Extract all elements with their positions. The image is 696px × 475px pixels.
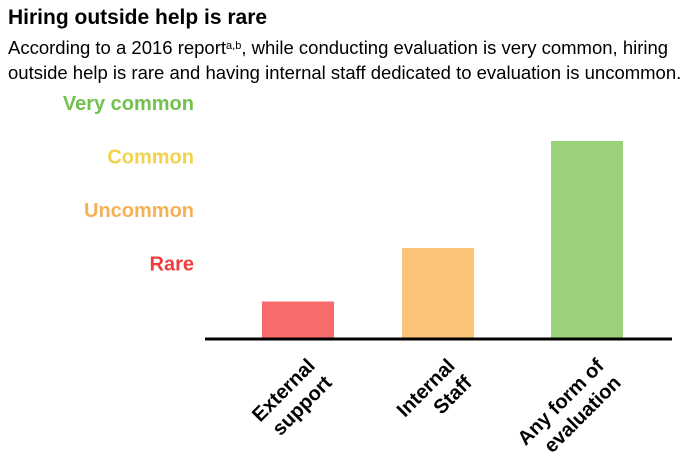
subtitle-text-end: , while conducting evaluation is very co… — [8, 37, 682, 83]
chart-subtitle: According to a 2016 reporta,b, while con… — [8, 35, 692, 85]
y-level-label: Very common — [63, 93, 194, 115]
y-level-label: Uncommon — [84, 200, 194, 222]
bar — [402, 248, 474, 339]
chart-title: Hiring outside help is rare — [8, 6, 268, 29]
y-level-label: Rare — [150, 254, 194, 276]
y-level-label: Common — [107, 147, 194, 169]
bar — [262, 301, 334, 339]
subtitle-citation: a,b — [226, 40, 242, 52]
subtitle-text-start: According to a 2016 report — [8, 37, 227, 58]
bar — [551, 141, 623, 339]
